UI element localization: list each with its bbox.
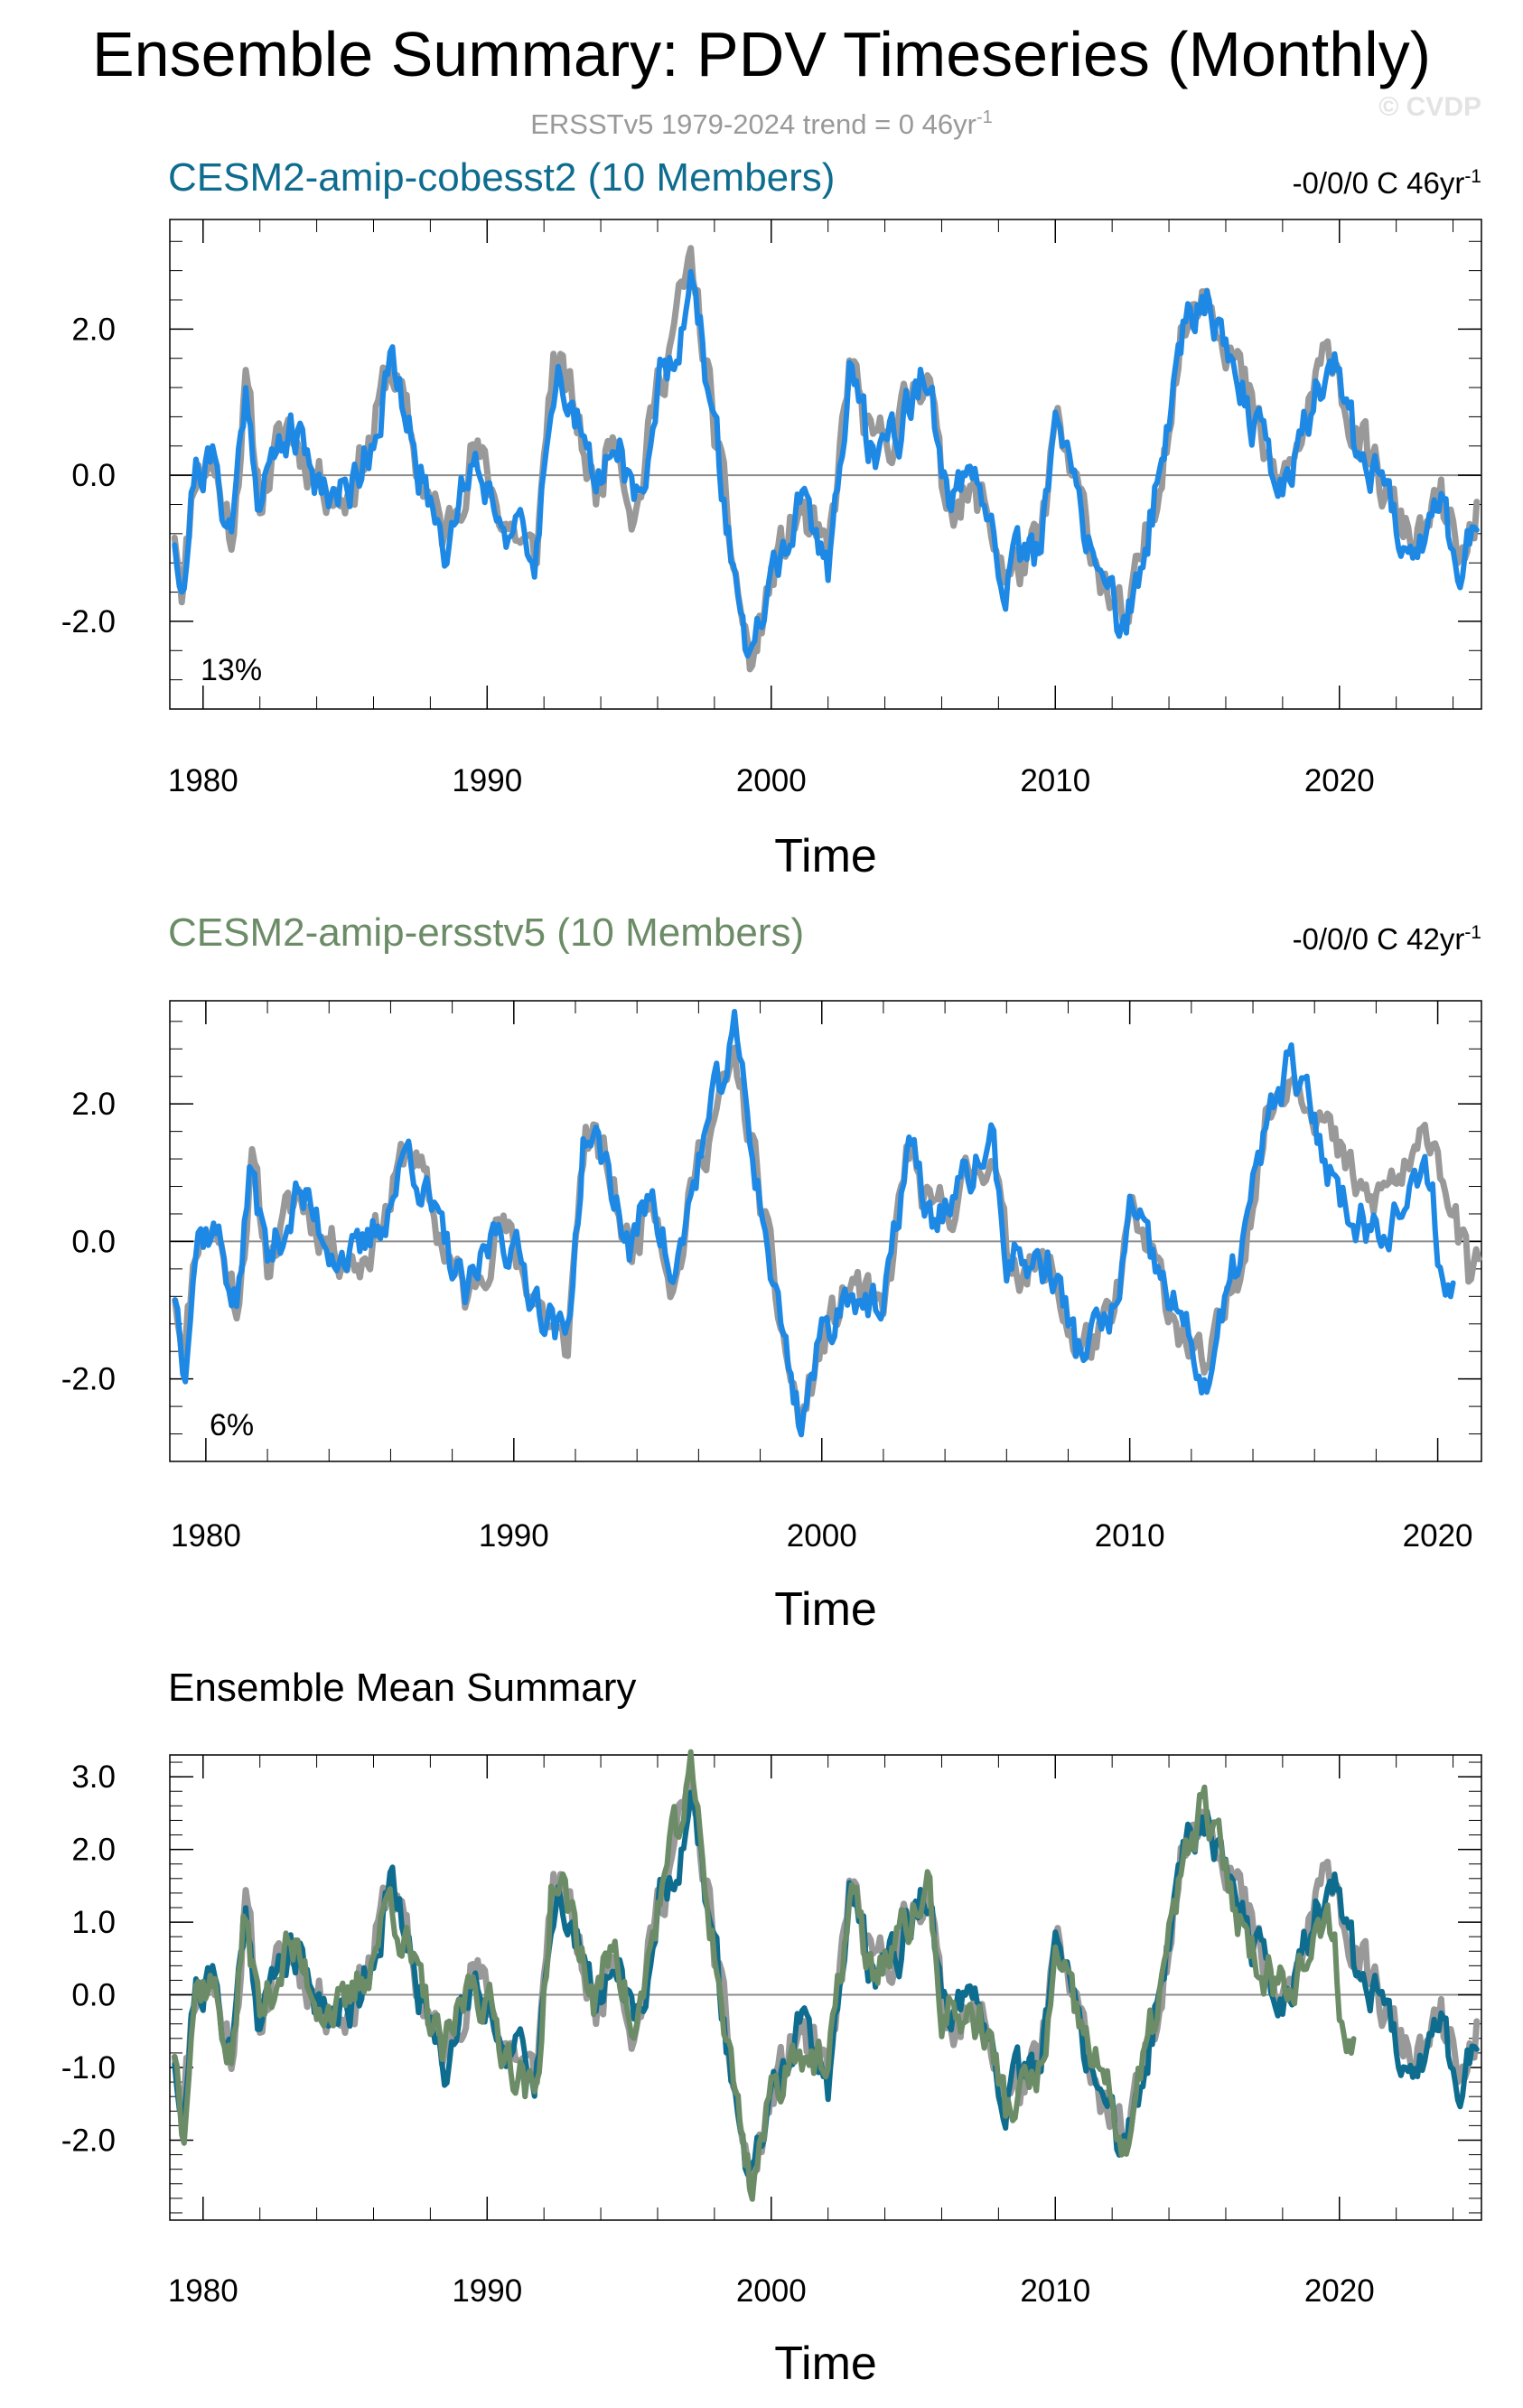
y-tick-label: -2.0 xyxy=(61,2123,116,2158)
trend-annotation-text: -0/0/0 C 42yr xyxy=(1293,922,1465,956)
y-tick-label: -2.0 xyxy=(61,1362,116,1397)
y-tick-label: 1.0 xyxy=(71,1905,116,1940)
x-axis-title-ersstv5: Time xyxy=(774,1583,877,1636)
axes-ersstv5: -2.0 0.0 2.0 1980 1990 2000 2010 2020 xyxy=(61,1001,1481,1554)
plot-frame-ensemble-mean xyxy=(169,1754,1482,2221)
subtitle: ERSSTv5 1979-2024 trend = 0 46yr-1 xyxy=(530,107,993,140)
y-tick-label: -2.0 xyxy=(61,604,116,639)
x-tick-label: 1980 xyxy=(171,1518,241,1554)
trend-annotation-superscript: -1 xyxy=(1464,922,1481,943)
y-tick-label: -1.0 xyxy=(61,2050,116,2086)
y-tick-label: 3.0 xyxy=(71,1759,116,1795)
trend-annotation-ersstv5: -0/0/0 C 42yr-1 xyxy=(1293,922,1481,956)
x-tick-label: 1990 xyxy=(452,2273,522,2309)
panel-title-ersstv5: CESM2-amip-ersstv5 (10 Members) xyxy=(168,910,804,955)
plot-frame-ersstv5 xyxy=(169,1000,1482,1462)
percent-label-ersstv5: 6% xyxy=(210,1408,254,1442)
percent-label-cobesst2: 13% xyxy=(201,653,262,687)
y-tick-label: 2.0 xyxy=(71,1833,116,1868)
subtitle-superscript: -1 xyxy=(976,107,993,127)
trend-annotation-superscript: -1 xyxy=(1464,166,1481,187)
axes-ensemble-mean: -2.0 -1.0 0.0 1.0 2.0 3.0 1980 1990 2000 2010 2020 xyxy=(61,1755,1481,2309)
x-tick-label: 2020 xyxy=(1304,2273,1375,2309)
x-tick-label: 2010 xyxy=(1020,763,1090,798)
series-line-ensemble xyxy=(172,1009,1456,1438)
x-tick-label: 1990 xyxy=(452,763,522,798)
panel-cobesst2: CESM2-amip-cobesst2 (10 Members) -0/0/0 … xyxy=(61,155,1482,882)
y-tick-label: 0.0 xyxy=(71,458,116,493)
x-tick-label: 2000 xyxy=(736,2273,807,2309)
x-axis-title-cobesst2: Time xyxy=(774,830,877,882)
trend-annotation-text: -0/0/0 C 46yr xyxy=(1293,166,1465,200)
y-tick-label: 0.0 xyxy=(71,1978,116,2013)
y-tick-label: 2.0 xyxy=(71,312,116,347)
x-axis-title-ensemble-mean: Time xyxy=(774,2338,877,2390)
x-tick-label: 1980 xyxy=(168,2273,238,2309)
x-tick-label: 2010 xyxy=(1020,2273,1090,2309)
series-group-cobesst2 xyxy=(171,245,1481,673)
cvdp-watermark: © CVDP xyxy=(1378,92,1481,122)
x-tick-label: 1990 xyxy=(479,1518,549,1554)
x-tick-label: 1980 xyxy=(168,763,238,798)
x-tick-label: 2020 xyxy=(1403,1518,1473,1554)
series-line-model xyxy=(172,1749,1357,2202)
x-tick-label: 2010 xyxy=(1095,1518,1165,1554)
x-tick-label: 2020 xyxy=(1304,763,1375,798)
panel-ensemble-mean: Ensemble Mean Summary -2.0 -1.0 0.0 1.0 2.0 3… xyxy=(61,1666,1482,2390)
main-title: Ensemble Summary: PDV Timeseries (Monthl… xyxy=(92,19,1431,89)
series-group-ersstv5 xyxy=(172,1009,1482,1438)
series-line-ensemble xyxy=(172,268,1480,659)
series-group-ensemble-mean xyxy=(171,1749,1481,2202)
y-tick-label: 0.0 xyxy=(71,1224,116,1259)
y-tick-label: 2.0 xyxy=(71,1087,116,1122)
subtitle-text: ERSSTv5 1979-2024 trend = 0 46yr xyxy=(530,108,976,140)
axes-cobesst2: -2.0 0.0 2.0 1980 1990 2000 2010 2020 xyxy=(61,219,1481,798)
plot-frame-cobesst2 xyxy=(169,219,1482,710)
x-tick-label: 2000 xyxy=(736,763,807,798)
panel-ersstv5: CESM2-amip-ersstv5 (10 Members) -0/0/0 C… xyxy=(61,910,1482,1636)
x-tick-label: 2000 xyxy=(787,1518,857,1554)
trend-annotation-cobesst2: -0/0/0 C 46yr-1 xyxy=(1293,166,1481,200)
panel-title-cobesst2: CESM2-amip-cobesst2 (10 Members) xyxy=(168,155,835,200)
panel-title-ensemble-mean: Ensemble Mean Summary xyxy=(168,1666,636,1710)
